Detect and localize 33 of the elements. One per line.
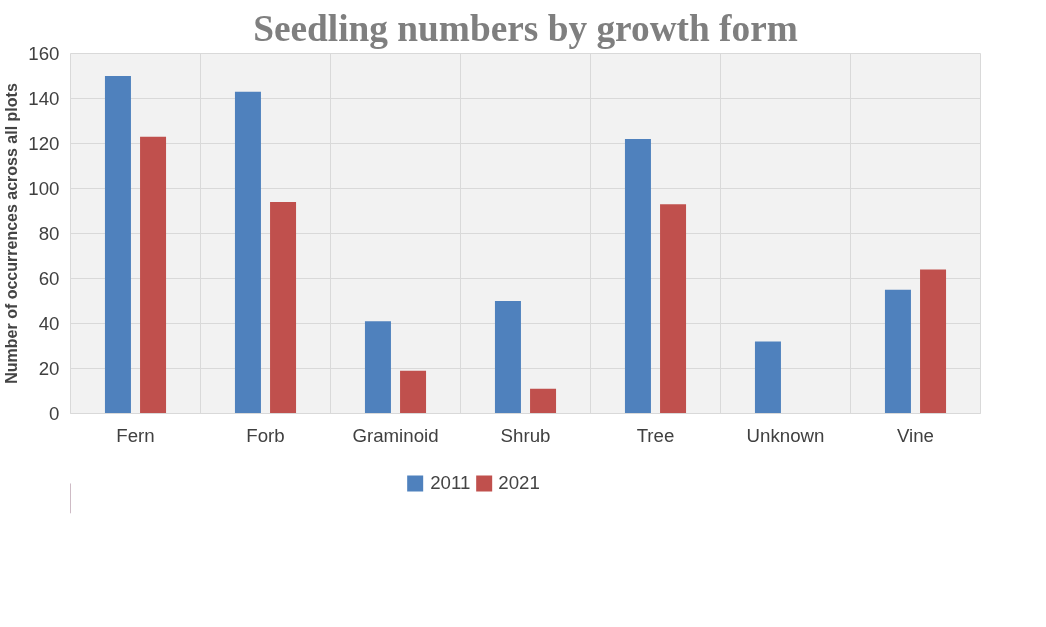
bar [494,301,521,414]
x-tick-label: Fern [116,424,155,446]
bar [364,321,391,414]
y-tick-label: 140 [28,88,60,109]
chart-title: Seedling numbers by growth form [253,7,798,49]
legend-label: 2021 [498,472,540,494]
bar [920,269,947,414]
bar [530,388,557,414]
x-tick-label: Tree [636,424,675,446]
y-axis-title: Number of occurrences across all plots [3,83,21,384]
y-tick-label: 60 [38,268,60,289]
x-tick-label: Shrub [500,424,551,446]
y-tick-label: 80 [38,223,60,244]
y-tick-label: 160 [28,43,60,64]
legend-label: 2011 [430,472,471,494]
bar [884,289,911,414]
x-tick-label: Unknown [746,424,825,446]
bar [234,91,261,414]
bar [624,139,651,414]
bar [104,76,131,414]
y-tick-label: 40 [38,313,60,334]
bar [270,202,297,414]
y-tick-label: 20 [38,358,60,379]
y-tick-label: 100 [28,178,60,199]
y-tick-label: 0 [49,403,60,424]
x-tick-label: Forb [246,424,285,446]
bar [754,341,781,414]
bar [400,370,427,414]
bar [140,136,167,414]
x-tick-label: Graminoid [352,424,439,446]
bar [660,204,687,414]
x-tick-label: Vine [897,424,935,446]
y-tick-label: 120 [28,133,60,154]
